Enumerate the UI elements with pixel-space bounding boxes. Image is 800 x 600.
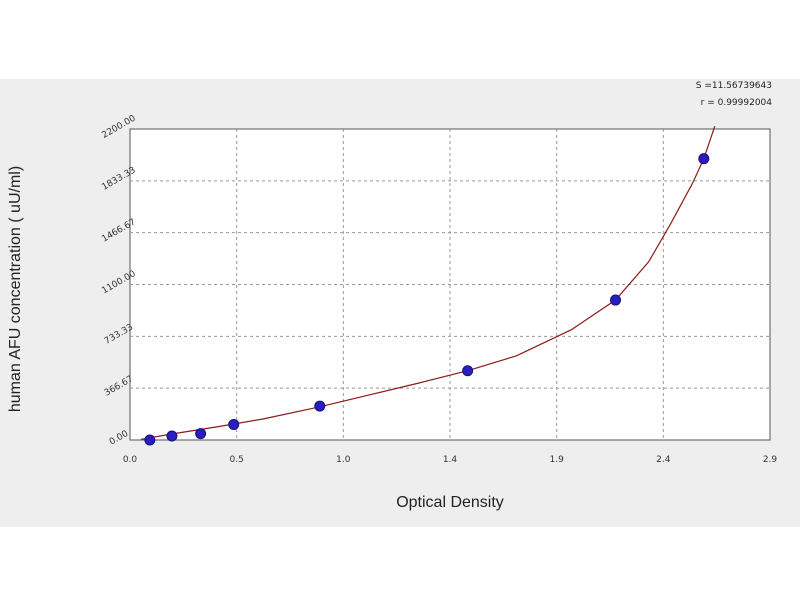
standard-curve-chart: 0.0 0.5 1.0 1.4 1.9 2.4 2.9 0.00366.67733.3311… [7,81,778,511]
data-point [610,294,622,306]
stat-r: r = 0.99992004 [701,98,773,108]
x-tick-label: 2.4 [656,455,671,465]
data-point [144,434,156,446]
stat-s: S =11.56739643 [696,81,772,91]
x-tick-label: 1.4 [443,455,458,465]
x-tick-labels: 0.0 0.5 1.0 1.4 1.9 2.4 2.9 [123,455,778,465]
x-tick-label: 0.0 [123,455,138,465]
x-axis-title: Optical Density [396,494,504,511]
x-tick-label: 1.9 [550,455,565,465]
data-point [698,153,710,165]
fit-curve [140,126,716,440]
y-axis-title: human AFU concentration ( uU/ml) [7,166,24,412]
grid-lines [130,129,770,440]
x-tick-label: 2.9 [763,455,778,465]
chart-frame: 0.0 0.5 1.0 1.4 1.9 2.4 2.9 0.00 366.67 733.33 11… [0,79,800,527]
x-tick-label: 0.5 [230,455,244,465]
data-point [228,418,240,430]
data-points [144,153,710,446]
data-point [195,428,207,440]
y-tick-label: 0.00 [108,429,131,448]
data-point [314,400,326,412]
data-point [462,365,474,377]
data-point [166,430,178,442]
x-tick-label: 1.0 [336,455,351,465]
